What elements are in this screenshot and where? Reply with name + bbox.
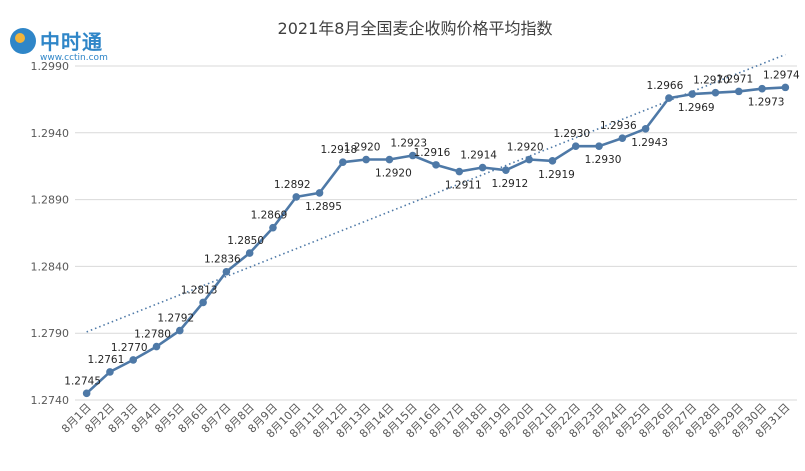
data-label: 1.2892 <box>274 179 311 191</box>
data-label: 1.2813 <box>181 284 218 296</box>
data-point <box>245 249 254 257</box>
y-axis-ticks: 1.2740 1.2790 1.2840 1.2890 1.2940 1.2990 <box>31 60 70 407</box>
data-label: 1.2914 <box>460 150 497 162</box>
data-label: 1.2920 <box>375 168 412 180</box>
data-label: 1.2745 <box>64 375 101 387</box>
data-label: 1.2966 <box>647 80 684 92</box>
data-point <box>571 142 580 150</box>
logo-name: 中时通 <box>40 30 103 54</box>
data-point <box>478 163 487 172</box>
data-point <box>292 193 301 201</box>
data-point <box>665 94 673 102</box>
data-label: 1.2923 <box>390 138 427 150</box>
data-point <box>106 368 114 376</box>
data-point <box>781 83 790 92</box>
data-label: 1.2761 <box>88 354 125 366</box>
data-point <box>152 342 161 351</box>
data-point <box>339 158 347 166</box>
data-label: 1.2920 <box>344 142 381 154</box>
data-point <box>618 134 627 142</box>
y-tick-label: 1.2790 <box>31 327 70 340</box>
data-point <box>362 155 370 164</box>
data-label: 1.2971 <box>716 73 753 85</box>
logo-url: www.cctin.com <box>40 53 108 63</box>
data-point <box>129 356 138 364</box>
data-point <box>548 157 557 165</box>
chart-title: 2021年8月全国麦企收购价格平均指数 <box>278 19 553 38</box>
x-axis-ticks: 8月1日8月2日8月3日8月4日8月5日8月6日8月7日8月8日8月9日8月10… <box>59 401 792 441</box>
data-label: 1.2970 <box>693 75 730 87</box>
data-point <box>408 151 417 160</box>
y-tick-label: 1.2990 <box>31 60 70 73</box>
data-point <box>688 90 696 98</box>
data-label: 1.2974 <box>763 69 800 81</box>
data-point <box>758 84 766 93</box>
data-label: 1.2780 <box>134 329 171 341</box>
data-label: 1.2792 <box>157 313 194 325</box>
data-point <box>734 87 743 96</box>
data-label: 1.2973 <box>748 97 785 109</box>
data-point <box>222 267 231 276</box>
y-tick-label: 1.2840 <box>31 260 70 273</box>
data-point <box>199 298 207 307</box>
data-point <box>82 389 91 398</box>
data-point <box>502 166 510 175</box>
y-tick-label: 1.2890 <box>31 194 70 207</box>
data-point <box>455 167 464 176</box>
data-label: 1.2920 <box>507 142 544 154</box>
data-point <box>315 189 324 197</box>
data-label: 1.2869 <box>251 210 288 222</box>
data-label: 1.2912 <box>491 178 528 190</box>
data-label: 1.2969 <box>678 102 715 114</box>
data-point <box>641 124 650 133</box>
data-label: 1.2943 <box>631 137 668 149</box>
data-label: 1.2936 <box>600 120 637 132</box>
data-label: 1.2911 <box>445 180 482 192</box>
data-point <box>269 223 277 232</box>
globe-icon <box>10 27 36 54</box>
data-label: 1.2930 <box>553 128 590 140</box>
data-label: 1.2916 <box>414 147 451 159</box>
data-point <box>432 161 440 169</box>
data-label: 1.2836 <box>204 254 241 266</box>
grid-lines <box>75 65 797 401</box>
data-label: 1.2919 <box>538 169 575 181</box>
series-line <box>82 83 790 398</box>
data-label: 1.2918 <box>320 144 357 156</box>
data-label: 1.2850 <box>227 235 264 247</box>
data-label: 1.2770 <box>111 342 148 354</box>
data-label: 1.2930 <box>585 154 622 166</box>
y-tick-label: 1.2740 <box>31 394 70 407</box>
data-point <box>711 88 720 97</box>
brand-logo: 中时通 www.cctin.com <box>10 26 108 63</box>
data-point <box>176 326 184 335</box>
y-tick-label: 1.2940 <box>31 127 70 140</box>
data-point <box>525 155 533 164</box>
data-point <box>595 142 603 150</box>
data-point <box>385 155 394 164</box>
data-label: 1.2895 <box>305 201 342 213</box>
